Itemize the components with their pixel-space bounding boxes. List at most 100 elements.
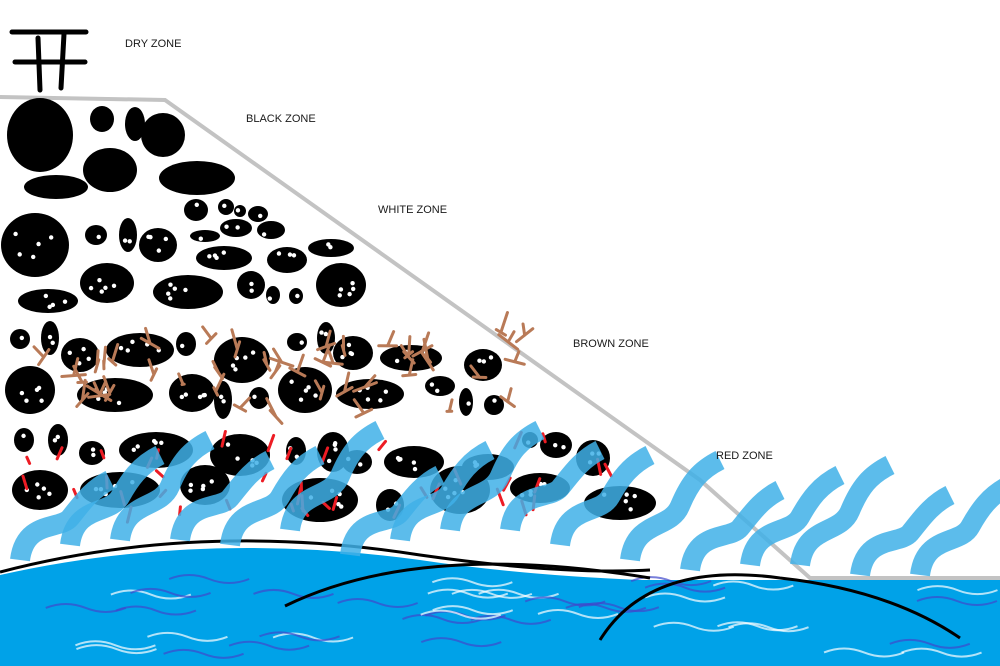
soil-particle	[1, 213, 69, 277]
pore-dot	[207, 254, 212, 259]
pore-dot	[394, 358, 400, 364]
pore-dot	[267, 296, 273, 301]
soil-particle	[5, 366, 55, 414]
water-scribble	[916, 595, 998, 606]
soil-particle	[79, 441, 105, 465]
red-mark	[266, 433, 276, 453]
soil-particle	[85, 225, 107, 245]
root-branch	[401, 358, 418, 378]
water-scribble	[402, 614, 483, 625]
pore-dot	[333, 447, 338, 452]
root-branch	[469, 364, 488, 379]
pore-dot	[346, 342, 352, 348]
soil-particle	[425, 376, 455, 396]
roots	[32, 311, 535, 425]
pore-dot	[96, 234, 101, 240]
pore-dot	[383, 389, 389, 394]
groundwater	[0, 539, 1000, 666]
pore-dot	[50, 302, 56, 308]
pore-dot	[553, 443, 558, 448]
water-scribble	[578, 602, 660, 613]
red-mark	[320, 446, 330, 465]
pore-dot	[39, 398, 44, 403]
pore-dot	[103, 285, 108, 290]
water-scribble	[717, 621, 798, 632]
pore-dot	[350, 280, 355, 286]
soil-particle	[61, 338, 99, 372]
soil-particle	[141, 113, 185, 157]
label-brown-zone: BROWN ZONE	[573, 338, 649, 350]
pore-dot	[219, 394, 224, 400]
pore-dot	[200, 486, 206, 492]
pore-dot	[43, 293, 49, 299]
pore-dot	[243, 355, 248, 360]
pore-dot	[122, 238, 128, 243]
pore-dot	[118, 345, 124, 351]
water-scribble	[253, 588, 334, 599]
pore-dot	[291, 253, 297, 258]
water-surface-line	[0, 539, 651, 574]
red-mark	[25, 455, 32, 465]
pore-dot	[156, 248, 162, 253]
pore-dot	[48, 235, 54, 240]
pore-dot	[81, 346, 86, 352]
soil-particle	[80, 263, 134, 303]
pore-dot	[19, 335, 25, 341]
soil-particle	[176, 332, 196, 356]
pore-dot	[225, 442, 231, 447]
red-mark	[21, 474, 29, 491]
pore-dot	[97, 277, 102, 283]
pore-dot	[47, 334, 53, 340]
pore-dot	[249, 288, 254, 293]
soil-particle	[90, 106, 114, 132]
root-branch	[201, 325, 218, 345]
pore-dot	[35, 482, 40, 487]
capillary-stroke	[850, 486, 955, 578]
pore-dot	[88, 285, 94, 291]
pore-dot	[183, 392, 189, 397]
water-scribble	[644, 582, 726, 593]
pore-dot	[194, 202, 199, 207]
capillary-stroke	[170, 451, 275, 543]
water-scribble	[712, 580, 794, 591]
pore-dot	[166, 291, 171, 296]
soil-particle	[267, 247, 307, 273]
pore-dot	[358, 462, 363, 467]
soil-particle	[316, 263, 366, 307]
red-mark	[377, 439, 388, 452]
root-branch	[377, 330, 399, 348]
root-branch	[107, 343, 120, 367]
red-mark	[321, 500, 331, 510]
pore-dot	[561, 445, 566, 450]
pore-dot	[289, 379, 294, 384]
pore-dot	[135, 444, 140, 449]
soil-particle	[169, 374, 215, 412]
pore-dot	[328, 245, 333, 250]
soil-particle	[248, 206, 268, 222]
pore-dot	[47, 491, 52, 497]
water-scribble	[130, 587, 211, 598]
water-scribble	[889, 638, 971, 649]
soil-particle	[159, 161, 235, 195]
water-scribble	[337, 598, 419, 609]
pore-dot	[47, 304, 52, 310]
pore-dot	[183, 287, 188, 293]
pore-dot	[477, 358, 482, 363]
soil-particles	[1, 98, 656, 522]
pore-dot	[125, 348, 130, 353]
pore-dot	[481, 359, 487, 364]
pore-dot	[168, 282, 173, 287]
water-scribble	[431, 577, 513, 588]
water-scribble	[728, 622, 809, 633]
water-scribble	[228, 640, 310, 651]
red-mark	[331, 495, 339, 511]
water-scribble	[420, 609, 502, 620]
pore-dot	[31, 254, 36, 260]
pore-dot	[411, 460, 417, 465]
soil-particle	[214, 337, 270, 383]
water-scribble	[115, 605, 197, 616]
pore-dot	[349, 351, 355, 357]
soil-particle	[14, 428, 34, 452]
